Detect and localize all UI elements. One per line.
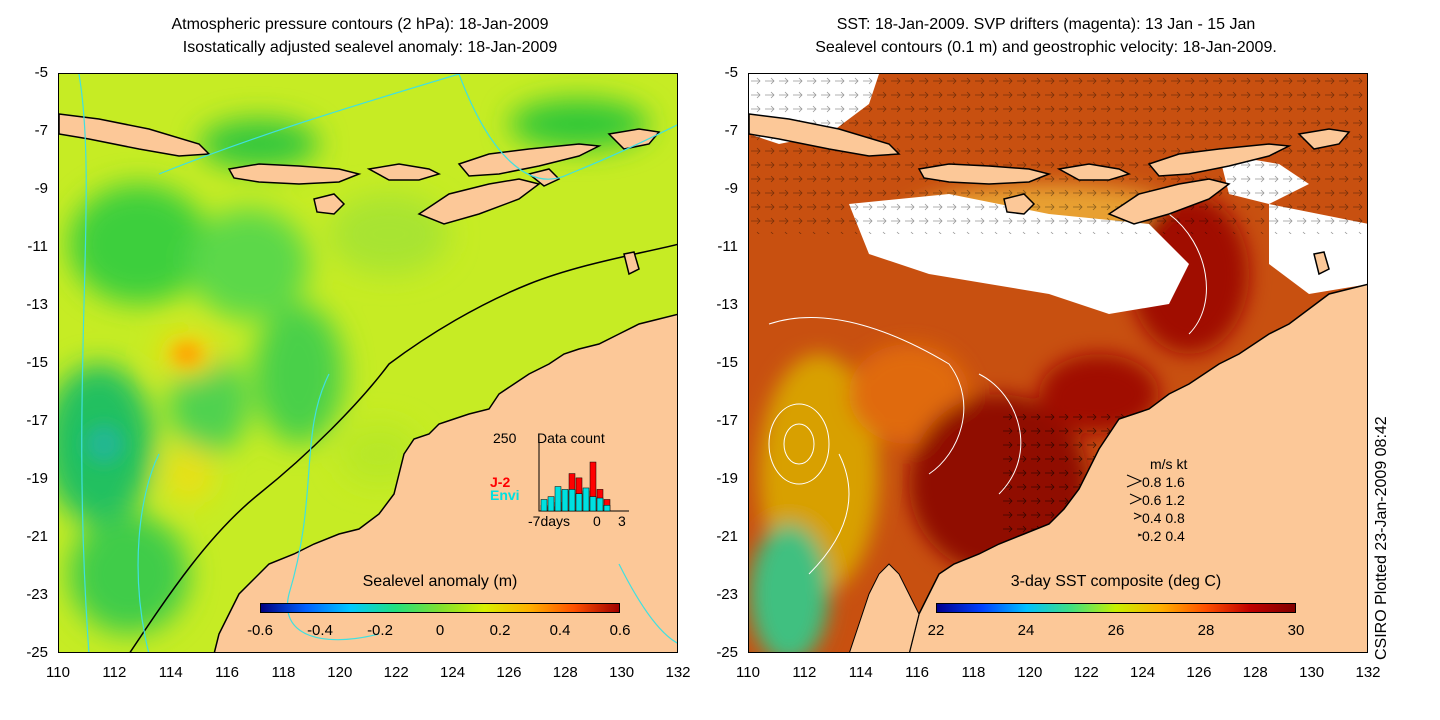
right-title-line1: SST: 18-Jan-2009. SVP drifters (magenta)… <box>836 16 1256 33</box>
inset-bar-envi <box>561 489 569 512</box>
left-title-line1: Atmospheric pressure contours (2 hPa): 1… <box>171 16 549 33</box>
sealevel-anomaly-map <box>58 73 678 653</box>
inset-bar-envi <box>582 487 590 512</box>
sealevel-colorbar-tick: -0.2 <box>367 622 393 639</box>
lon-label-right: 130 <box>1299 664 1325 681</box>
lat-label-left: -13 <box>26 296 48 313</box>
sealevel-colorbar-tick: 0.4 <box>549 622 571 639</box>
inset-series-j2: J-2 <box>490 474 511 490</box>
lon-label-right: 112 <box>792 664 817 681</box>
inset-x-end: 3 <box>618 513 626 529</box>
lat-label-right: -17 <box>716 412 738 429</box>
lon-label-left: 120 <box>327 664 353 681</box>
right-colorbar-title: 3-day SST composite (deg C) <box>1010 573 1222 590</box>
sealevel-colorbar-tick: -0.6 <box>247 622 273 639</box>
lon-label-right: 122 <box>1073 664 1099 681</box>
inset-bar-envi <box>540 499 548 512</box>
lon-label-right: 128 <box>1242 664 1268 681</box>
inset-ymax-label: 250 <box>493 430 517 446</box>
lon-label-right: 124 <box>1130 664 1156 681</box>
lon-label-right: 114 <box>848 664 873 681</box>
data-count-inset <box>538 439 629 512</box>
lon-label-left: 114 <box>158 664 183 681</box>
lat-label-right: -7 <box>724 122 738 139</box>
lon-label-left: 126 <box>496 664 522 681</box>
sst-colorbar-tick: 24 <box>1017 622 1035 639</box>
lat-label-left: -15 <box>26 354 48 371</box>
lon-label-left: 128 <box>552 664 578 681</box>
lat-label-right: -21 <box>716 528 738 545</box>
lat-label-right: -23 <box>716 586 738 603</box>
lat-label-right: -11 <box>717 238 738 255</box>
lon-label-left: 116 <box>215 664 240 681</box>
inset-series-envi: Envi <box>490 487 520 503</box>
lat-label-left: -17 <box>26 412 48 429</box>
lon-label-left: 118 <box>271 664 296 681</box>
inset-bar-envi <box>575 493 583 512</box>
credit-text: CSIRO Plotted 23-Jan-2009 08:42 <box>1373 416 1390 660</box>
velocity-legend-row-4: 0.2 0.4 <box>1142 528 1185 544</box>
lon-label-right: 132 <box>1355 664 1381 681</box>
lon-label-left: 122 <box>383 664 409 681</box>
lat-label-right: -13 <box>716 296 738 313</box>
sst-colorbar-tick: 30 <box>1287 622 1305 639</box>
inset-x-start: -7days <box>528 513 571 529</box>
left-colorbar-title: Sealevel anomaly (m) <box>362 573 518 590</box>
lat-label-left: -5 <box>34 64 48 81</box>
lat-label-left: -11 <box>27 238 48 255</box>
lon-label-left: 130 <box>609 664 635 681</box>
inset-bar-envi <box>554 486 562 512</box>
inset-x-zero: 0 <box>593 513 601 529</box>
sst-colorbar <box>936 603 1296 613</box>
lon-label-left: 110 <box>46 664 70 681</box>
velocity-legend-row-3: 0.4 0.8 <box>1142 510 1185 526</box>
sealevel-colorbar <box>260 603 620 613</box>
lon-label-left: 132 <box>665 664 691 681</box>
sst-colorbar-tick: 26 <box>1107 622 1125 639</box>
right-title-line2: Sealevel contours (0.1 m) and geostrophi… <box>815 39 1277 56</box>
lat-label-left: -23 <box>26 586 48 603</box>
lat-label-left: -25 <box>26 644 48 661</box>
lon-label-right: 118 <box>961 664 986 681</box>
sealevel-colorbar-tick: 0 <box>435 622 445 639</box>
velocity-legend-header: m/s kt <box>1150 456 1188 472</box>
inset-bar-envi <box>603 504 611 512</box>
sst-colorbar-tick: 28 <box>1197 622 1215 639</box>
lat-label-right: -19 <box>716 470 738 487</box>
velocity-legend-arrows <box>1126 474 1143 537</box>
lat-label-left: -19 <box>26 470 48 487</box>
sst-map <box>748 73 1368 653</box>
lon-label-right: 110 <box>736 664 760 681</box>
lon-label-right: 126 <box>1186 664 1212 681</box>
lat-label-left: -21 <box>26 528 48 545</box>
lat-label-right: -25 <box>716 644 738 661</box>
sealevel-colorbar-tick: -0.4 <box>307 622 333 639</box>
velocity-legend-row-2: 0.6 1.2 <box>1142 492 1185 508</box>
lat-label-left: -9 <box>34 180 48 197</box>
lon-label-right: 116 <box>905 664 930 681</box>
sst-colorbar-tick: 22 <box>927 622 945 639</box>
sealevel-colorbar-tick: 0.2 <box>489 622 511 639</box>
velocity-legend-row-1: 0.8 1.6 <box>1142 474 1185 490</box>
sealevel-colorbar-tick: 0.6 <box>609 622 631 639</box>
inset-bar-envi <box>596 497 604 512</box>
left-title-line2: Isostatically adjusted sealevel anomaly:… <box>182 39 558 56</box>
lat-label-right: -15 <box>716 354 738 371</box>
lon-label-left: 112 <box>102 664 127 681</box>
lat-label-left: -7 <box>34 122 48 139</box>
inset-title: Data count <box>537 430 605 446</box>
lat-label-right: -5 <box>724 64 738 81</box>
lon-label-right: 120 <box>1017 664 1043 681</box>
inset-bar-envi <box>547 496 555 512</box>
lat-label-right: -9 <box>724 180 738 197</box>
inset-bar-envi <box>589 496 597 512</box>
inset-bar-envi <box>568 489 576 512</box>
lon-label-left: 124 <box>440 664 466 681</box>
